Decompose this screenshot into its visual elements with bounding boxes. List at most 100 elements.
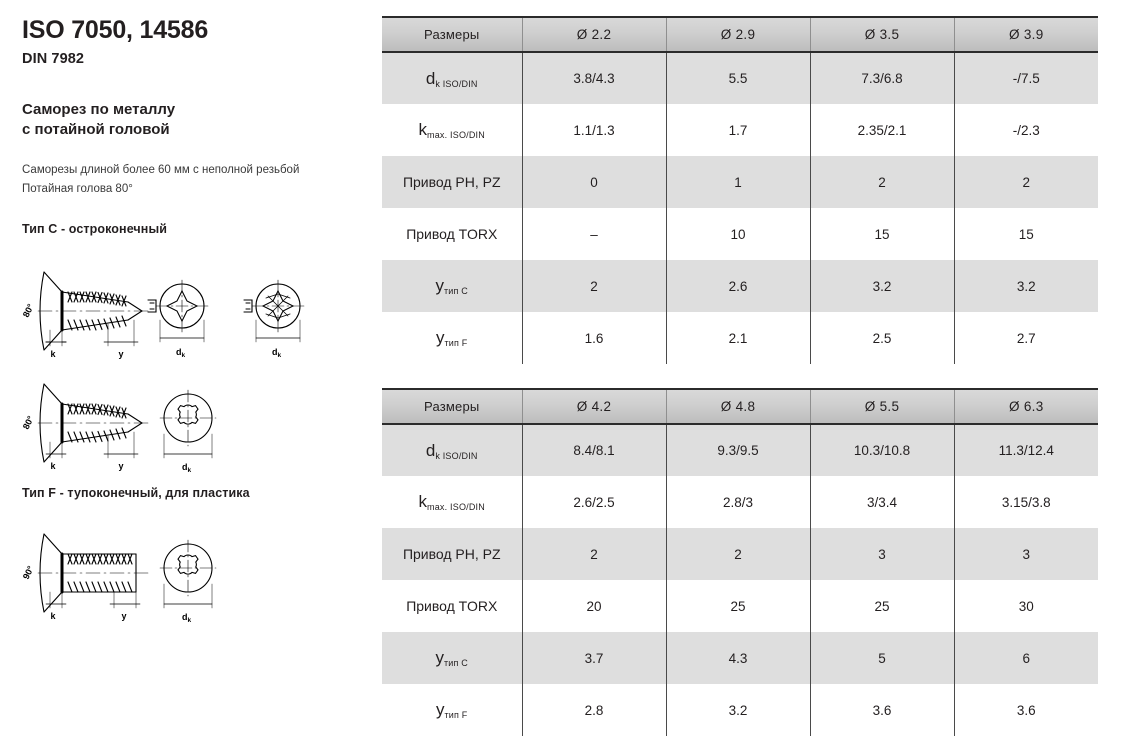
table-sizes-large: Размеры Ø 4.2 Ø 4.8 Ø 5.5 Ø 6.3 dk ISO/D…	[382, 388, 1098, 736]
dim-label-k: k	[50, 611, 56, 621]
table-row: yтип F 2.8 3.2 3.6 3.6	[382, 684, 1098, 736]
dim-label-dk-ph: dk	[176, 347, 186, 359]
row-label-y-type-f: yтип F	[382, 684, 522, 736]
table-row: kmax. ISO/DIN 2.6/2.5 2.8/3 3/3.4 3.15/3…	[382, 476, 1098, 528]
cell: 2.8/3	[665, 476, 810, 528]
cell: 5.5	[665, 52, 810, 104]
info-panel: ISO 7050, 14586 DIN 7982 Саморез по мета…	[0, 0, 380, 753]
cell: 3.15/3.8	[953, 476, 1098, 528]
dim-label-y: y	[118, 349, 123, 359]
table-row: yтип F 1.6 2.1 2.5 2.7	[382, 312, 1098, 364]
product-description: Саморезы длиной более 60 мм с неполной р…	[22, 161, 362, 199]
screw-drawing-type-c-torx: 80° k y dk	[21, 383, 217, 474]
cell: 6	[953, 632, 1098, 684]
row-label-drive-torx: Привод TORX	[382, 208, 522, 260]
cell: 25	[665, 580, 810, 632]
dim-label-y: y	[118, 461, 123, 471]
row-label-y-type-f: yтип F	[382, 312, 522, 364]
dim-label-dk-f: dk	[182, 612, 192, 624]
screw-drawing-type-f-torx: 90° k y dk	[21, 533, 217, 624]
cell: 3.6	[953, 684, 1098, 736]
dim-label-k: k	[50, 461, 56, 471]
angle-label-c: 80°	[21, 302, 36, 319]
row-label-drive-ph-pz: Привод PH, PZ	[382, 156, 522, 208]
row-label-dk: dk ISO/DIN	[382, 424, 522, 476]
table-row: Привод PH, PZ 0 1 2 2	[382, 156, 1098, 208]
cell: 9.3/9.5	[665, 424, 810, 476]
product-name: Саморез по металлу с потайной головой	[22, 100, 352, 140]
table-row: Привод TORX 20 25 25 30	[382, 580, 1098, 632]
row-label-dk: dk ISO/DIN	[382, 52, 522, 104]
table-sizes-small: Размеры Ø 2.2 Ø 2.9 Ø 3.5 Ø 3.9 dk ISO/D…	[382, 16, 1098, 364]
cell: 2.35/2.1	[809, 104, 954, 156]
cell: 1	[665, 156, 810, 208]
column-header-d39: Ø 3.9	[953, 16, 1098, 53]
dim-label-dk-torx: dk	[182, 462, 192, 474]
cell: 25	[809, 580, 954, 632]
cell: 15	[953, 208, 1098, 260]
table-header-row: Размеры Ø 2.2 Ø 2.9 Ø 3.5 Ø 3.9	[382, 16, 1098, 53]
table-row: yтип C 2 2.6 3.2 3.2	[382, 260, 1098, 312]
row-label-drive-torx: Привод TORX	[382, 580, 522, 632]
cell: 3.2	[953, 260, 1098, 312]
cell: 1.7	[665, 104, 810, 156]
cell: 30	[953, 580, 1098, 632]
product-name-line2: с потайной головой	[22, 121, 170, 138]
column-header-d42: Ø 4.2	[521, 388, 666, 425]
dim-label-k: k	[50, 349, 56, 359]
description-line1: Саморезы длиной более 60 мм с неполной р…	[22, 164, 300, 176]
dim-label-y: y	[121, 611, 126, 621]
column-header-d35: Ø 3.5	[809, 16, 954, 53]
row-label-kmax: kmax. ISO/DIN	[382, 104, 522, 156]
screw-drawing-type-c-ph-pz: 80° k y dk dk	[21, 271, 305, 359]
column-header-d48: Ø 4.8	[665, 388, 810, 425]
cell: 5	[809, 632, 954, 684]
table-row: Привод PH, PZ 2 2 3 3	[382, 528, 1098, 580]
table-header-row: Размеры Ø 4.2 Ø 4.8 Ø 5.5 Ø 6.3	[382, 388, 1098, 425]
page-title: ISO 7050, 14586	[22, 16, 209, 44]
cell: 2	[521, 528, 666, 580]
cell: 2.1	[665, 312, 810, 364]
cell: 2	[953, 156, 1098, 208]
cell: 20	[521, 580, 666, 632]
type-c-heading: Тип C - остроконечный	[22, 222, 168, 236]
row-label-drive-ph-pz: Привод PH, PZ	[382, 528, 522, 580]
column-header-d63: Ø 6.3	[953, 388, 1098, 425]
cell: 3.2	[665, 684, 810, 736]
cell: 8.4/8.1	[521, 424, 666, 476]
standard-subtitle: DIN 7982	[22, 51, 85, 67]
product-name-line1: Саморез по металлу	[22, 101, 176, 118]
cell: 1.1/1.3	[521, 104, 666, 156]
cell: –	[521, 208, 666, 260]
row-label-y-type-c: yтип C	[382, 260, 522, 312]
column-header-d29: Ø 2.9	[665, 16, 810, 53]
cell: 2	[521, 260, 666, 312]
table-row: dk ISO/DIN 8.4/8.1 9.3/9.5 10.3/10.8 11.…	[382, 424, 1098, 476]
cell: 2.6	[665, 260, 810, 312]
column-header-dimensions: Размеры	[382, 16, 522, 53]
cell: 2	[809, 156, 954, 208]
cell: 3	[809, 528, 954, 580]
cell: 3.7	[521, 632, 666, 684]
description-line2: Потайная голова 80°	[22, 183, 133, 195]
cell: 3	[953, 528, 1098, 580]
cell: 3/3.4	[809, 476, 954, 528]
cell: 2.8	[521, 684, 666, 736]
cell: 2.7	[953, 312, 1098, 364]
dim-label-dk-pz: dk	[272, 347, 282, 359]
angle-label-c2: 80°	[21, 414, 36, 431]
cell: 15	[809, 208, 954, 260]
cell: 2.5	[809, 312, 954, 364]
cell: 2.6/2.5	[521, 476, 666, 528]
cell: 0	[521, 156, 666, 208]
cell: 1.6	[521, 312, 666, 364]
table-row: yтип C 3.7 4.3 5 6	[382, 632, 1098, 684]
table-row: Привод TORX – 10 15 15	[382, 208, 1098, 260]
cell: 7.3/6.8	[809, 52, 954, 104]
type-f-heading: Тип F - тупоконечный, для пластика	[22, 486, 250, 500]
cell: 11.3/12.4	[953, 424, 1098, 476]
column-header-d55: Ø 5.5	[809, 388, 954, 425]
column-header-d22: Ø 2.2	[521, 16, 666, 53]
cell: 3.6	[809, 684, 954, 736]
cell: 3.2	[809, 260, 954, 312]
